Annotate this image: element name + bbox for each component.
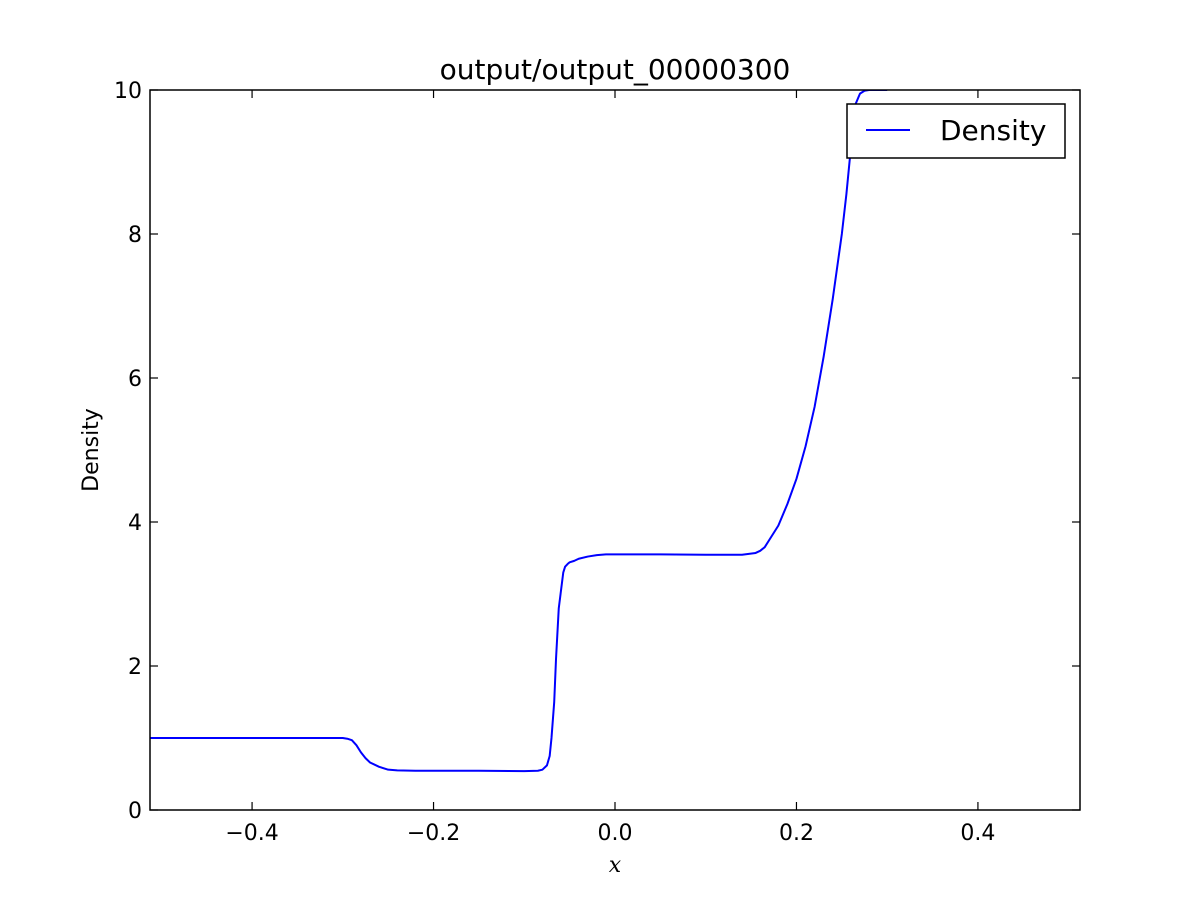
ticks-layer: −0.4 −0.2 0.0 0.2 0.4 0 2 4 6 8 10 bbox=[114, 79, 1080, 846]
series-layer bbox=[150, 90, 888, 773]
x-tick-label: −0.4 bbox=[225, 821, 278, 846]
y-tick-label: 8 bbox=[128, 223, 142, 248]
x-tick-label: 0.4 bbox=[960, 821, 995, 846]
y-tick-label: 0 bbox=[128, 799, 142, 824]
y-tick-label: 10 bbox=[114, 79, 142, 104]
plot-area: −0.4 −0.2 0.0 0.2 0.4 0 2 4 6 8 10 bbox=[114, 79, 1081, 846]
series-line-density bbox=[150, 90, 888, 773]
chart-title: output/output_00000300 bbox=[440, 53, 791, 86]
y-tick-label: 2 bbox=[128, 655, 142, 680]
x-axis-label: x bbox=[609, 853, 622, 878]
x-tick-label: −0.2 bbox=[407, 821, 460, 846]
legend-entry-density: Density bbox=[940, 114, 1046, 147]
x-tick-label: 0.2 bbox=[779, 821, 814, 846]
y-axis-label: Density bbox=[79, 408, 104, 492]
x-tick-label: 0.0 bbox=[598, 821, 633, 846]
axes-frame bbox=[149, 89, 1081, 811]
y-tick-label: 6 bbox=[128, 367, 142, 392]
y-tick-label: 4 bbox=[128, 511, 142, 536]
legend: Density bbox=[846, 103, 1066, 159]
